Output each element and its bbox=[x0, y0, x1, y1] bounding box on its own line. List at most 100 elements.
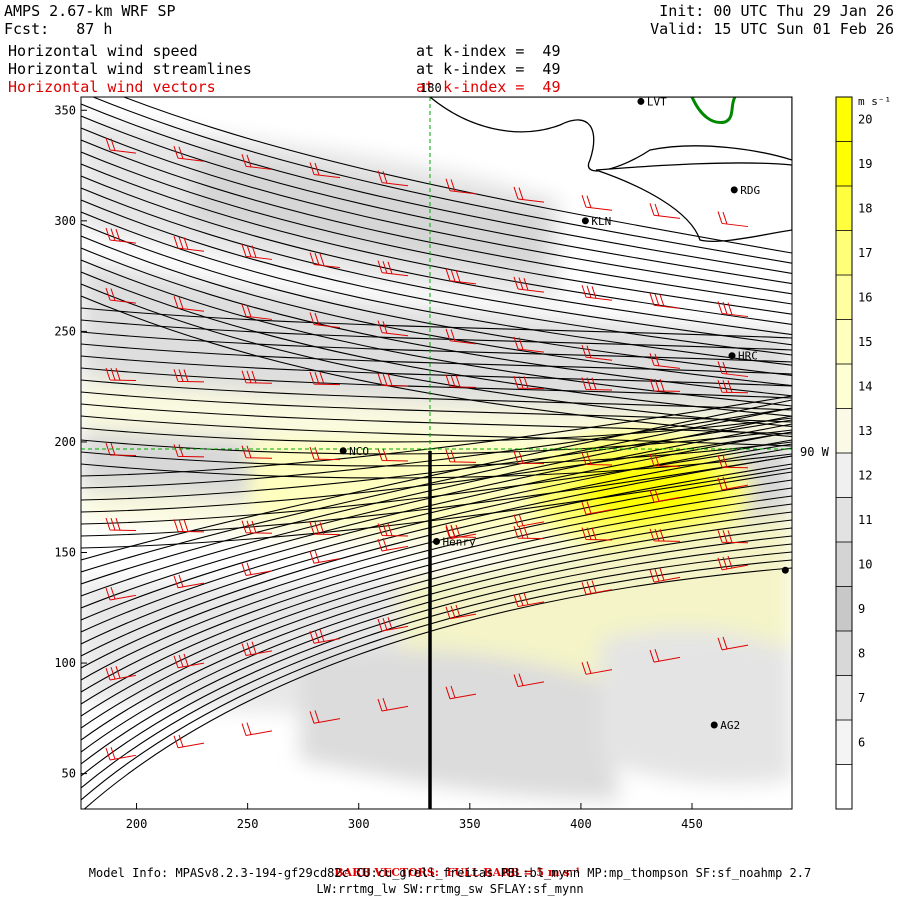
wind-barb bbox=[445, 449, 477, 463]
wind-barb bbox=[649, 353, 681, 369]
wind-barb bbox=[717, 636, 749, 651]
streamline bbox=[81, 187, 792, 346]
wind-barb bbox=[581, 661, 613, 675]
wind-barb bbox=[309, 252, 341, 269]
field-line-vectors: Horizontal wind vectors bbox=[8, 78, 216, 96]
station-marker bbox=[730, 186, 738, 194]
streamline bbox=[81, 259, 792, 407]
wind-barb bbox=[717, 455, 749, 469]
station-label: KLN bbox=[591, 215, 611, 228]
streamline bbox=[81, 175, 792, 336]
station-marker bbox=[728, 352, 736, 360]
colorbar-swatch bbox=[836, 230, 852, 275]
wind-barb bbox=[513, 513, 545, 528]
wind-barb bbox=[241, 154, 273, 170]
streamline bbox=[81, 283, 792, 427]
wind-barb bbox=[173, 369, 205, 383]
streamline bbox=[81, 103, 792, 274]
wind-barb bbox=[717, 555, 749, 571]
wind-barb bbox=[581, 344, 613, 361]
wind-barb bbox=[581, 580, 613, 595]
wind-barb bbox=[173, 734, 205, 749]
wind-barb bbox=[105, 227, 137, 244]
wind-barb bbox=[649, 528, 681, 542]
streamline bbox=[81, 403, 792, 435]
wind-barb bbox=[173, 574, 205, 589]
colorbar-swatch bbox=[836, 720, 852, 765]
valid-time: Valid: 15 UTC Sun 01 Feb 26 bbox=[650, 20, 894, 38]
station-label: LVT bbox=[647, 95, 667, 108]
wind-barb bbox=[377, 373, 409, 387]
wind-barb bbox=[649, 649, 681, 663]
x-tick-label: 400 bbox=[570, 817, 592, 831]
wind-barb bbox=[105, 586, 137, 601]
streamline bbox=[81, 295, 792, 438]
wind-barb bbox=[173, 146, 205, 162]
streamline bbox=[81, 407, 792, 489]
colorbar-label: 19 bbox=[858, 157, 872, 171]
wind-barb bbox=[105, 137, 137, 154]
wind-barb bbox=[445, 685, 477, 700]
streamline bbox=[81, 431, 792, 513]
colorbar-label: 17 bbox=[858, 246, 872, 260]
colorbar-swatch bbox=[836, 631, 852, 676]
streamline bbox=[81, 447, 792, 633]
streamline bbox=[81, 271, 792, 417]
wind-barb bbox=[173, 296, 205, 312]
colorbar-swatch bbox=[836, 764, 852, 809]
streamline bbox=[81, 495, 792, 705]
forecast-hour: Fcst: 87 h bbox=[4, 20, 113, 38]
wind-barb bbox=[649, 568, 681, 583]
colorbar-label: 20 bbox=[858, 112, 872, 126]
streamline bbox=[81, 453, 792, 479]
y-tick-label: 250 bbox=[54, 324, 76, 338]
streamline bbox=[81, 551, 792, 789]
wind-barb bbox=[241, 244, 273, 260]
colorbar-label: 18 bbox=[858, 201, 872, 215]
plot-area: LVT RDG KLN HRC NCO Henry AG2 bbox=[81, 95, 792, 809]
streamline bbox=[81, 503, 792, 717]
station-label: NCO bbox=[349, 445, 369, 458]
init-time: Init: 00 UTC Thu 29 Jan 26 bbox=[659, 2, 894, 20]
wind-barb bbox=[173, 444, 205, 458]
station-marker bbox=[433, 537, 440, 545]
streamline bbox=[81, 199, 792, 356]
y-tick-label: 300 bbox=[54, 214, 76, 228]
streamline bbox=[81, 127, 792, 295]
colorbar-swatch bbox=[836, 141, 852, 186]
wind-barb bbox=[581, 501, 613, 515]
colorbar: 20 19 18 17 16 15 14 13 12 11 10 9 8 7 6 bbox=[835, 96, 872, 810]
wind-barb bbox=[445, 328, 477, 345]
x-tick-label: 350 bbox=[459, 817, 481, 831]
ice-shelf-outline bbox=[690, 97, 737, 125]
colorbar-unit: m s⁻¹ bbox=[858, 95, 891, 108]
wind-barb bbox=[513, 276, 545, 293]
streamline bbox=[81, 115, 792, 285]
streamline bbox=[81, 519, 792, 741]
wind-barb bbox=[581, 284, 613, 301]
wind-barb bbox=[105, 367, 137, 382]
wind-barb bbox=[717, 361, 749, 378]
colorbar-swatch bbox=[836, 408, 852, 453]
barb-note: BARB VECTORS: FULL BARB = 5 m s⁻¹ bbox=[334, 866, 581, 879]
wind-barb bbox=[649, 203, 681, 219]
colorbar-swatch bbox=[836, 275, 852, 320]
station-marker bbox=[581, 217, 589, 225]
streamlines bbox=[81, 97, 792, 809]
streamline bbox=[81, 429, 792, 455]
wind-barb bbox=[513, 673, 545, 688]
field-level-vectors: at k-index = 49 bbox=[416, 78, 561, 96]
wind-barb bbox=[309, 312, 341, 329]
wind-barb bbox=[717, 301, 749, 318]
streamline bbox=[81, 455, 792, 537]
wind-barb bbox=[649, 453, 681, 467]
streamline bbox=[81, 415, 792, 447]
wind-barb bbox=[717, 476, 749, 491]
streamline bbox=[81, 223, 792, 376]
wind-barb bbox=[241, 445, 273, 459]
streamline bbox=[81, 343, 792, 375]
wind-barb bbox=[241, 304, 273, 320]
streamline bbox=[81, 439, 792, 621]
wind-barb bbox=[445, 524, 477, 538]
